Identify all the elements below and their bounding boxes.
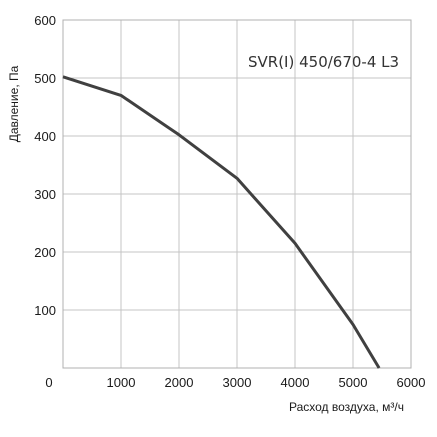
x-axis-title: Расход воздуха, м³/ч — [289, 400, 404, 414]
x-axis-ticks: 0 1000 2000 3000 4000 5000 6000 — [45, 375, 425, 390]
series-group — [62, 75, 381, 369]
y-tick-label: 500 — [34, 71, 56, 86]
x-tick-label: 3000 — [223, 375, 252, 390]
x-tick-label: 1000 — [107, 375, 136, 390]
y-tick-label: 200 — [34, 245, 56, 260]
x-tick-label: 0 — [45, 375, 52, 390]
y-axis-title: Давление, Па — [7, 65, 21, 142]
x-tick-label: 6000 — [397, 375, 426, 390]
y-tick-label: 100 — [34, 303, 56, 318]
x-tick-label: 4000 — [281, 375, 310, 390]
y-axis-ticks: 100 200 300 400 500 600 — [34, 13, 56, 318]
x-tick-label: 5000 — [339, 375, 368, 390]
plot-frame — [62, 19, 412, 369]
y-tick-label: 600 — [34, 13, 56, 28]
y-tick-label: 300 — [34, 187, 56, 202]
chart-title: SVR(I) 450/670-4 L3 — [248, 53, 399, 71]
series-line — [62, 75, 381, 369]
x-tick-label: 2000 — [165, 375, 194, 390]
y-tick-label: 400 — [34, 129, 56, 144]
grid — [63, 20, 411, 368]
